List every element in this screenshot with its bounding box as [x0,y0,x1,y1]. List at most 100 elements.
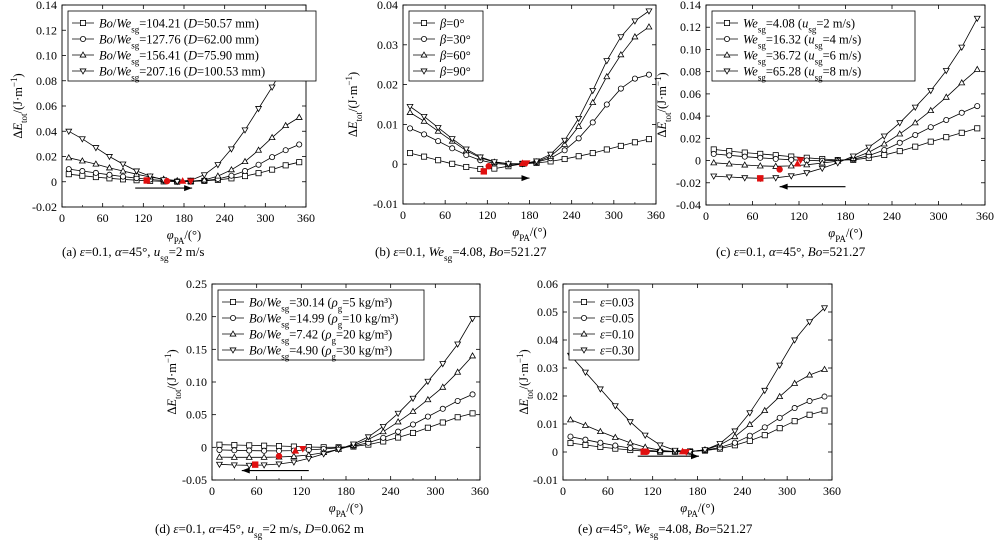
data-point [575,153,582,160]
data-point [791,405,798,412]
data-point [255,170,262,177]
x-axis-label: φPA/(°) [680,501,714,519]
x-tick-label: 60 [439,208,451,222]
x-tick-label: 240 [883,209,901,223]
data-point [626,419,634,426]
y-axis-label: ΔEtot/(J·m−1) [9,73,29,138]
data-point [255,161,262,168]
legend-label-2: Bo/Wesg=127.76 (D=62.00 mm) [99,33,259,51]
data-point [788,156,795,163]
series-line-2 [68,144,300,182]
y-tick-label: 0.04 [377,0,398,12]
x-tick-label: 180 [521,208,539,222]
data-point [820,365,829,372]
data-point [880,133,888,140]
x-axis-label: φPA/(°) [167,228,201,246]
data-point [255,146,263,153]
data-point [200,172,208,179]
data-point [787,173,795,180]
x-tick-label: 180 [837,209,855,223]
data-point [820,305,829,312]
data-point [627,445,634,452]
data-point [439,361,447,368]
y-tick-label: 0.01 [537,417,558,431]
chart-panel-a: 0 60 120 180 240 300 360-0.0200.020.040.060.08… [9,0,317,264]
data-point [449,145,456,152]
data-point [105,154,113,161]
data-point [567,440,574,447]
data-point [881,151,888,158]
data-point [581,421,589,428]
y-tick-label: -0.01 [533,473,558,487]
y-tick-label: 0 [51,175,57,189]
data-point [645,8,653,15]
data-point [215,461,223,469]
legend-label-3: β=60° [439,49,471,63]
data-point [246,447,253,454]
data-point [379,423,387,431]
x-tick-label: 360 [471,484,489,498]
legend-marker [724,19,731,26]
x-tick-label: 180 [175,211,193,225]
data-point [120,173,127,180]
legend-label-3: Wesg=36.72 (usg=6 m/s) [743,49,861,67]
data-point [641,432,649,440]
data-point [409,407,417,414]
data-point [282,162,289,169]
chart-caption-b: (b) ε=0.1, Wesg=4.08, Bo=521.27 [375,244,547,264]
legend-box [217,289,425,361]
legend-label-1: Bo/Wesg=104.21 (D=50.57 mm) [99,17,259,35]
data-point [603,101,610,108]
y-tick-label: 0 [392,157,398,171]
y-tick-label: -0.05 [182,473,207,487]
y-tick-label: 0.02 [680,131,701,145]
data-point [631,33,639,40]
data-point [731,428,739,435]
legend-label-1: Bo/Wesg=30.14 (ρg=5 kg/m³) [249,296,392,314]
data-point [504,161,512,168]
minimum-marker [522,160,531,168]
data-point [275,443,282,450]
data-point [106,171,113,178]
data-point [912,131,919,138]
data-point [589,88,597,95]
data-point [834,160,842,167]
x-tick-label: 0 [703,209,709,223]
data-point [806,319,814,326]
data-point [597,439,604,446]
legend-label-3: Bo/Wesg=156.41 (D=75.90 mm) [99,49,259,67]
data-point [255,106,263,113]
data-point [214,172,222,179]
x-tick-label: 120 [478,208,496,222]
data-point [269,154,276,161]
series-line-4 [570,307,825,453]
data-point [710,158,718,166]
data-point [617,34,625,41]
data-point [231,447,238,454]
y-tick-label: -0.02 [676,176,701,190]
data-point [424,378,432,386]
data-point [421,153,428,160]
y-tick-label: -0.01 [373,197,398,211]
data-point [942,93,950,100]
data-point [631,139,638,146]
legend-marker [229,298,236,305]
data-point [880,140,888,147]
data-point [92,169,99,176]
data-point [532,158,541,165]
series-line-1 [409,138,650,170]
legend-label-1: ε=0.03 [600,296,634,310]
data-point [380,434,387,441]
x-tick-label: 240 [382,484,400,498]
data-point [575,135,582,142]
x-tick-label: 360 [976,209,994,223]
data-point [958,78,966,86]
data-point [424,424,431,431]
data-point [231,442,238,449]
data-point [791,418,798,425]
data-point [942,68,950,75]
data-point [241,157,249,165]
data-point [896,120,904,127]
x-axis-label: φPA/(°) [512,225,546,243]
data-point [589,150,596,157]
